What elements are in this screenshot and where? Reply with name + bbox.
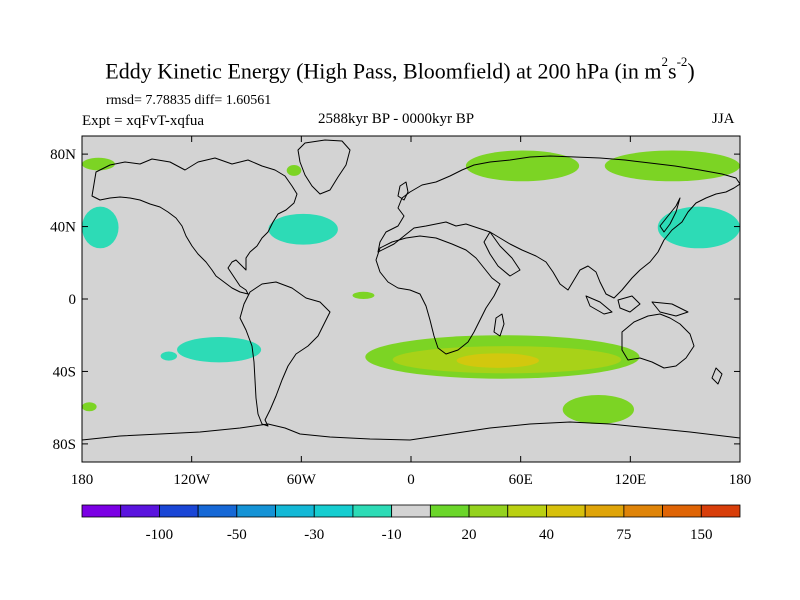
title-close: ): [687, 58, 695, 84]
colorbar-label: -10: [382, 527, 402, 543]
title-mid: s: [668, 58, 677, 84]
colorbar-swatch: [197, 504, 238, 518]
x-tick-label: 180: [71, 472, 94, 488]
colorbar-label: -30: [304, 527, 324, 543]
colorbar-label: 20: [462, 527, 477, 543]
anomaly-southern-ocean-australia: [562, 394, 634, 424]
anomaly-north-atlantic-high-lat: [286, 164, 302, 176]
colorbar-label: 75: [616, 527, 631, 543]
y-axis: 80N 40N 0 40S 80S: [50, 147, 740, 453]
x-tick-label: 0: [407, 472, 415, 488]
colorbar-swatch: [468, 504, 509, 518]
season-label: JJA: [712, 111, 735, 127]
coast-arabia: [483, 231, 521, 277]
coast-madagascar: [493, 313, 505, 337]
colorbar-swatch: [120, 504, 160, 518]
coast-africa: [375, 235, 501, 355]
anomaly-north-pacific-east: [82, 157, 115, 171]
anomaly-south-pacific-subtropic: [177, 337, 262, 363]
anomaly-indian-ocean-peak: [456, 353, 539, 368]
period-label: 2588kyr BP - 0000kyr BP: [318, 111, 475, 127]
x-axis: 180 120W 60W 0 60E 120E 180: [71, 136, 752, 488]
colorbar-swatch: [352, 504, 393, 518]
colorbar-swatch: [275, 504, 315, 518]
coast-south-america: [239, 281, 331, 427]
colorbar-swatch: [507, 504, 547, 518]
colorbar-swatch: [546, 504, 586, 518]
colorbar-swatch: [662, 504, 702, 518]
colorbar: -100 -50 -30 -10 20 40 75 150: [81, 504, 741, 543]
colorbar-label: -50: [227, 527, 247, 543]
colorbar-swatch: [313, 504, 354, 518]
experiment-label: Expt = xqFvT-xqfua: [82, 113, 205, 129]
coast-sumatra-borneo: [585, 295, 641, 315]
y-tick-label: 80N: [50, 147, 76, 163]
coast-greenland: [297, 139, 351, 195]
colorbar-label: -100: [146, 527, 174, 543]
colorbar-swatch: [391, 504, 431, 518]
y-tick-label: 80S: [53, 437, 76, 453]
x-tick-label: 120W: [173, 472, 211, 488]
coast-britain: [397, 181, 409, 201]
plot-title: Eddy Kinetic Energy (High Pass, Bloomfie…: [0, 54, 800, 84]
colorbar-swatch: [429, 504, 470, 518]
y-tick-label: 40S: [53, 364, 76, 380]
colorbar-swatch: [623, 504, 663, 518]
map-background: [82, 136, 740, 462]
title-text: Eddy Kinetic Energy (High Pass, Bloomfie…: [105, 58, 662, 84]
x-tick-label: 60E: [509, 472, 533, 488]
anomaly-southern-atlantic-edge: [82, 402, 97, 412]
x-tick-label: 180: [729, 472, 752, 488]
y-tick-label: 40N: [50, 220, 76, 236]
colorbar-swatch: [159, 504, 199, 518]
coast-north-america: [91, 157, 298, 295]
coastline-layer: [82, 139, 740, 441]
coast-japan: [659, 197, 681, 233]
colorbar-swatch: [81, 504, 122, 518]
coast-antarctica: [82, 421, 740, 441]
colorbar-label: 150: [690, 527, 713, 543]
title-sup-2: -2: [676, 54, 688, 69]
coast-new-guinea: [651, 301, 689, 317]
anomaly-siberia: [465, 150, 580, 182]
coast-eurasia: [377, 155, 740, 299]
colorbar-swatch: [236, 504, 276, 518]
colorbar-swatch: [584, 504, 625, 518]
anomaly-north-pacific-jet: [657, 206, 740, 249]
coast-new-zealand: [711, 367, 723, 385]
y-tick-label: 0: [69, 292, 77, 308]
x-tick-label: 120E: [614, 472, 646, 488]
anomaly-south-pacific-small: [160, 351, 178, 361]
title-sup-1: 2: [661, 54, 669, 69]
stats-label: rmsd= 7.78835 diff= 1.60561: [106, 93, 272, 108]
anomaly-field-layer: [82, 150, 740, 424]
coast-australia: [621, 313, 695, 369]
colorbar-label: 40: [539, 527, 554, 543]
x-tick-label: 60W: [287, 472, 317, 488]
anomaly-north-pacific-west-edge: [82, 206, 119, 249]
anomaly-north-atlantic-west: [268, 213, 338, 245]
colorbar-swatch: [700, 504, 741, 518]
anomaly-equatorial-atlantic: [352, 291, 375, 299]
